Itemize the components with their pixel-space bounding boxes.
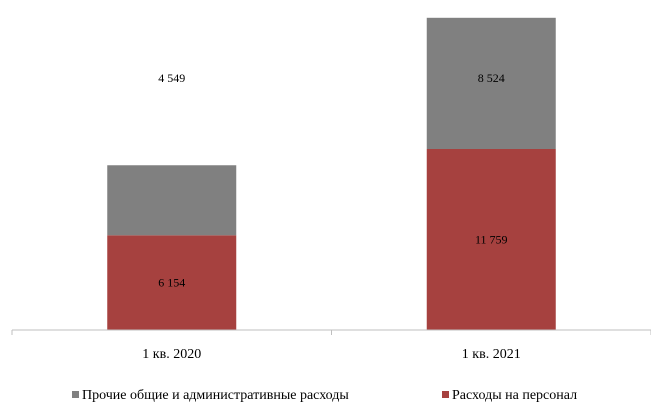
x-axis-ticks: 1 кв. 2020 1 кв. 2021 — [11, 330, 651, 362]
legend-label: Расходы на персонал — [452, 388, 577, 403]
legend-swatch — [442, 391, 449, 398]
x-tick-label: 1 кв. 2020 — [142, 347, 201, 362]
data-label: 4 549 — [158, 71, 185, 85]
bar-segment-personnel-2 — [426, 149, 556, 330]
data-label: 6 154 — [158, 276, 185, 290]
bar-segment-personnel-1 — [107, 235, 237, 330]
legend: Прочие общие и административные расходы Р… — [72, 388, 577, 403]
bar-segment-other-2 — [426, 17, 556, 149]
bar-segment-other-1 — [107, 165, 237, 236]
bar-labels-group: 6 154 4 549 11 759 8 524 — [158, 71, 507, 290]
x-tick-label: 1 кв. 2021 — [462, 347, 521, 362]
legend-swatch — [72, 391, 79, 398]
bars-group — [107, 17, 556, 330]
data-label: 11 759 — [475, 233, 508, 247]
legend-label: Прочие общие и административные расходы — [82, 388, 349, 403]
data-label: 8 524 — [478, 71, 505, 85]
